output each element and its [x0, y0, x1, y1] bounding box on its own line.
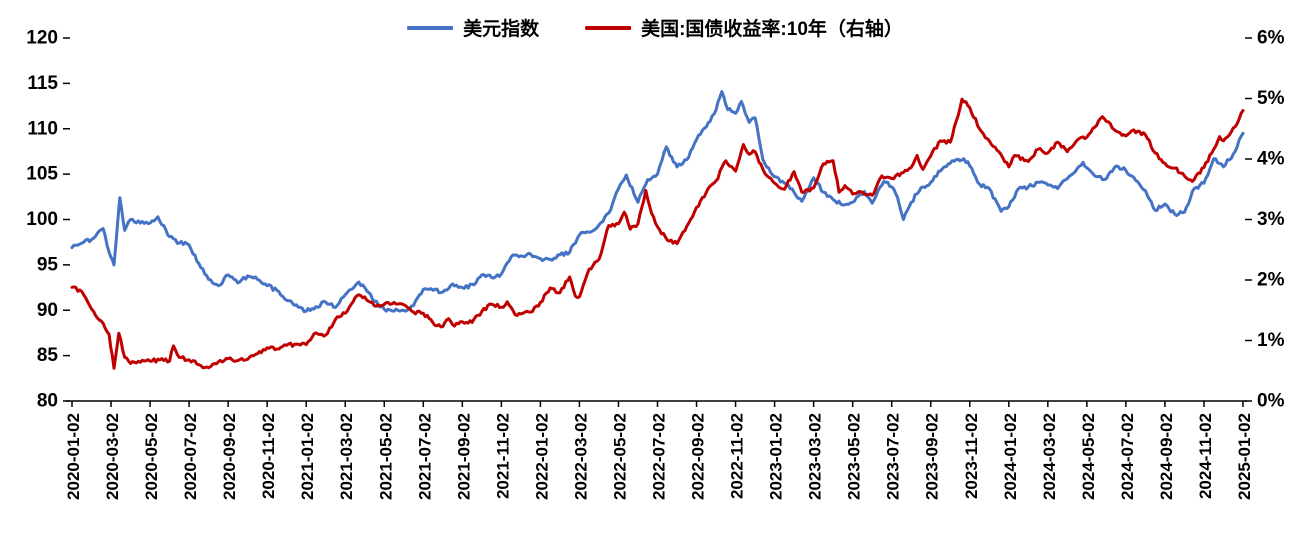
legend: 美元指数 美国:国债收益率:10年（右轴）	[407, 14, 903, 41]
x-axis-tick-label: 2023-11-02	[962, 413, 981, 499]
x-axis-tick-label: 2023-01-02	[767, 413, 786, 500]
x-axis-tick-label: 2024-07-02	[1118, 413, 1137, 500]
legend-label-treasury-yield: 美国:国债收益率:10年（右轴）	[641, 19, 903, 40]
x-axis-tick-label: 2021-05-02	[376, 413, 395, 500]
x-axis-tick-label: 2022-05-02	[610, 413, 629, 500]
left-axis-tick-label: 110	[27, 118, 58, 139]
x-axis-tick-label: 2022-11-02	[728, 413, 747, 499]
x-axis-tick-label: 2023-05-02	[845, 413, 864, 500]
x-axis-tick-label: 2020-11-02	[259, 413, 278, 499]
x-axis-tick-label: 2023-09-02	[923, 413, 942, 500]
x-axis-tick-label: 2024-11-02	[1196, 413, 1215, 499]
treasury-yield-line-swatch	[585, 25, 632, 30]
x-axis-tick-label: 2024-01-02	[1001, 413, 1020, 500]
x-axis-tick-label: 2021-11-02	[493, 413, 512, 499]
usd-index-line-swatch	[407, 25, 454, 30]
x-axis-tick-label: 2020-09-02	[220, 413, 239, 500]
right-axis-tick-label: 0%	[1257, 391, 1285, 412]
x-axis-tick-label: 2020-05-02	[142, 413, 161, 500]
x-axis-tick-label: 2024-05-02	[1079, 413, 1098, 500]
x-axis-tick-label: 2021-03-02	[337, 413, 356, 500]
left-axis-tick-label: 90	[37, 300, 58, 321]
x-axis-tick-label: 2022-03-02	[571, 413, 590, 500]
x-axis-tick-label: 2022-07-02	[650, 413, 669, 500]
right-axis-tick-label: 3%	[1257, 209, 1285, 230]
x-axis-tick-label: 2023-03-02	[806, 413, 825, 500]
usd-index-line	[70, 90, 1245, 314]
right-axis-tick-label: 4%	[1257, 149, 1285, 170]
legend-item-treasury-yield: 美国:国债收益率:10年（右轴）	[585, 14, 903, 41]
x-axis-tick-label: 2024-03-02	[1040, 413, 1059, 500]
x-axis-tick-label: 2022-01-02	[532, 413, 551, 500]
left-axis-tick-label: 120	[26, 28, 58, 49]
legend-item-usd-index: 美元指数	[407, 14, 539, 41]
x-axis-tick-label: 2025-01-02	[1235, 413, 1254, 500]
x-axis-tick-label: 2023-07-02	[884, 413, 903, 500]
right-axis-tick-label: 5%	[1257, 88, 1285, 109]
right-axis-tick-label: 1%	[1257, 330, 1285, 351]
x-axis-tick-label: 2020-01-02	[64, 413, 83, 500]
left-axis-tick-label: 100	[26, 209, 58, 230]
left-axis-tick-label: 80	[37, 391, 58, 412]
x-axis-tick-label: 2021-01-02	[298, 413, 317, 500]
legend-label-usd-index: 美元指数	[463, 19, 540, 40]
x-axis-tick-label: 2020-03-02	[103, 413, 122, 500]
x-axis-tick-label: 2021-09-02	[454, 413, 473, 500]
left-axis-tick-label: 105	[26, 164, 58, 185]
treasury-yield-line	[70, 97, 1245, 370]
x-axis-tick-label: 2024-09-02	[1157, 413, 1176, 500]
x-axis-tick-label: 2021-07-02	[415, 413, 434, 500]
left-axis-tick-label: 95	[37, 254, 59, 275]
x-axis-tick-label: 2022-09-02	[689, 413, 708, 500]
left-axis-tick-label: 85	[37, 345, 59, 366]
x-axis-tick-label: 2020-07-02	[181, 413, 200, 500]
left-axis-tick-label: 115	[27, 73, 58, 94]
right-axis-tick-label: 6%	[1257, 28, 1285, 49]
right-axis-tick-label: 2%	[1257, 270, 1285, 291]
